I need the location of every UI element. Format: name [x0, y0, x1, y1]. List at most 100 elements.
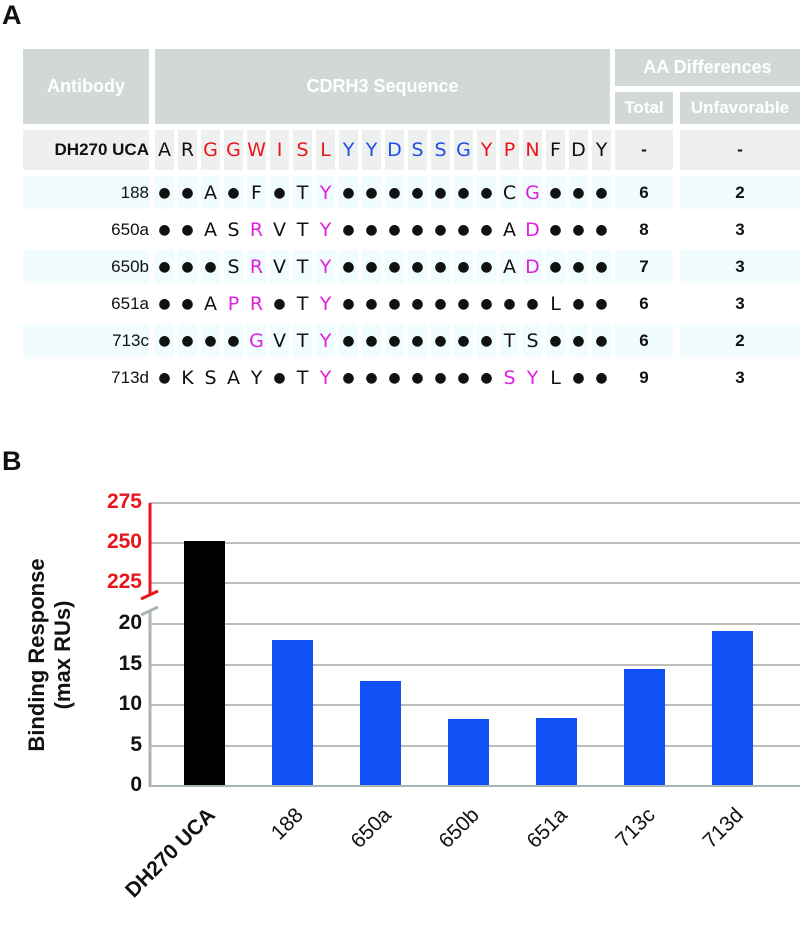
row-band-cell: [523, 176, 542, 209]
mutated-residue: Y: [319, 329, 332, 352]
residue-cell-bg: [454, 130, 473, 170]
conserved-dot: ●: [572, 332, 585, 349]
row-band-unfavorable: [680, 176, 800, 209]
row-band-cell: [592, 250, 611, 283]
conserved-dot: ●: [181, 295, 194, 312]
conserved-dot: ●: [365, 258, 378, 275]
mutated-residue: T: [503, 329, 516, 352]
residue-cell-bg: [431, 130, 450, 170]
reference-residue: R: [180, 139, 195, 161]
row-band-total: [615, 324, 673, 357]
reference-residue: S: [296, 139, 309, 161]
mutated-residue: G: [525, 181, 540, 204]
residue-cell-bg: [523, 130, 542, 170]
conserved-dot: ●: [480, 221, 493, 238]
conserved-dot: ●: [595, 258, 608, 275]
mutated-residue: A: [204, 181, 217, 204]
reference-residue: G: [226, 139, 241, 161]
conserved-dot: ●: [388, 369, 401, 386]
conserved-dot: ●: [181, 332, 194, 349]
header-antibody: Antibody: [23, 49, 149, 124]
mutated-residue: T: [296, 181, 309, 204]
mutated-residue: A: [227, 366, 240, 389]
y-tick-label-upper: 250: [106, 530, 142, 553]
conserved-dot: ●: [595, 369, 608, 386]
mutated-residue: G: [249, 329, 264, 352]
row-band-cell: [155, 250, 174, 283]
mutated-residue: R: [249, 218, 264, 241]
row-band-cell: [339, 324, 358, 357]
row-band-cell: [385, 250, 404, 283]
row-band-label: [23, 250, 149, 283]
row-band-cell: [178, 250, 197, 283]
conserved-dot: ●: [572, 221, 585, 238]
conserved-dot: ●: [158, 221, 171, 238]
mutated-residue: Y: [319, 255, 332, 278]
reference-residue: D: [387, 139, 402, 161]
conserved-dot: ●: [158, 332, 171, 349]
conserved-dot: ●: [595, 221, 608, 238]
residue-cell-bg: [178, 130, 197, 170]
row-band-cell: [477, 324, 496, 357]
conserved-dot: ●: [342, 332, 355, 349]
row-band-cell: [592, 176, 611, 209]
row-band-cell: [270, 176, 289, 209]
antibody-name: 650a: [111, 219, 149, 239]
residue-cell-bg: [316, 130, 335, 170]
row-band-unfavorable: [680, 250, 800, 283]
row-band-cell: [293, 176, 312, 209]
mutated-residue: V: [273, 255, 286, 278]
header-cdrh3-sequence: CDRH3 Sequence: [155, 49, 610, 124]
antibody-name: 713d: [111, 367, 149, 387]
antibody-name: 650b: [111, 256, 149, 276]
conserved-dot: ●: [457, 369, 470, 386]
conserved-dot: ●: [549, 332, 562, 349]
conserved-dot: ●: [595, 332, 608, 349]
mutated-residue: S: [227, 218, 240, 241]
unfavorable-differences: 2: [735, 182, 745, 202]
y-axis-label-line: Binding Response: [24, 558, 49, 752]
reference-row-bg-label: [23, 130, 149, 170]
conserved-dot: ●: [181, 184, 194, 201]
conserved-dot: ●: [388, 258, 401, 275]
conserved-dot: ●: [204, 258, 217, 275]
row-band-cell: [316, 176, 335, 209]
row-band-cell: [155, 324, 174, 357]
reference-residue: P: [503, 139, 516, 161]
row-band-cell: [569, 250, 588, 283]
gridline: [150, 582, 800, 584]
conserved-dot: ●: [549, 221, 562, 238]
residue-cell-bg: [339, 130, 358, 170]
mutated-residue: L: [550, 292, 561, 315]
y-axis-label-line: (max RUs): [50, 600, 75, 710]
mutated-residue: S: [204, 366, 217, 389]
bar-650a: [360, 680, 401, 786]
mutated-residue: Y: [319, 181, 332, 204]
conserved-dot: ●: [342, 369, 355, 386]
reference-residue: G: [203, 139, 218, 161]
row-band-cell: [270, 324, 289, 357]
y-tick-label-lower: 15: [118, 651, 142, 675]
conserved-dot: ●: [526, 295, 539, 312]
conserved-dot: ●: [411, 369, 424, 386]
conserved-dot: ●: [480, 258, 493, 275]
row-band-cell: [454, 176, 473, 209]
conserved-dot: ●: [273, 184, 286, 201]
row-band-cell: [408, 250, 427, 283]
header-aa-differences: AA Differences: [615, 49, 800, 86]
conserved-dot: ●: [457, 184, 470, 201]
conserved-dot: ●: [411, 258, 424, 275]
reference-residue: N: [525, 139, 540, 161]
conserved-dot: ●: [227, 332, 240, 349]
total-differences: 7: [639, 256, 649, 276]
row-band-cell: [546, 176, 565, 209]
unfavorable-cell-bg: [680, 130, 800, 170]
reference-unfavorable: -: [737, 140, 743, 159]
row-band-cell: [546, 250, 565, 283]
conserved-dot: ●: [549, 184, 562, 201]
conserved-dot: ●: [365, 295, 378, 312]
y-tick-label-upper: 225: [106, 570, 142, 593]
residue-cell-bg: [270, 130, 289, 170]
row-band-cell: [224, 324, 243, 357]
reference-residue: Y: [480, 139, 493, 161]
